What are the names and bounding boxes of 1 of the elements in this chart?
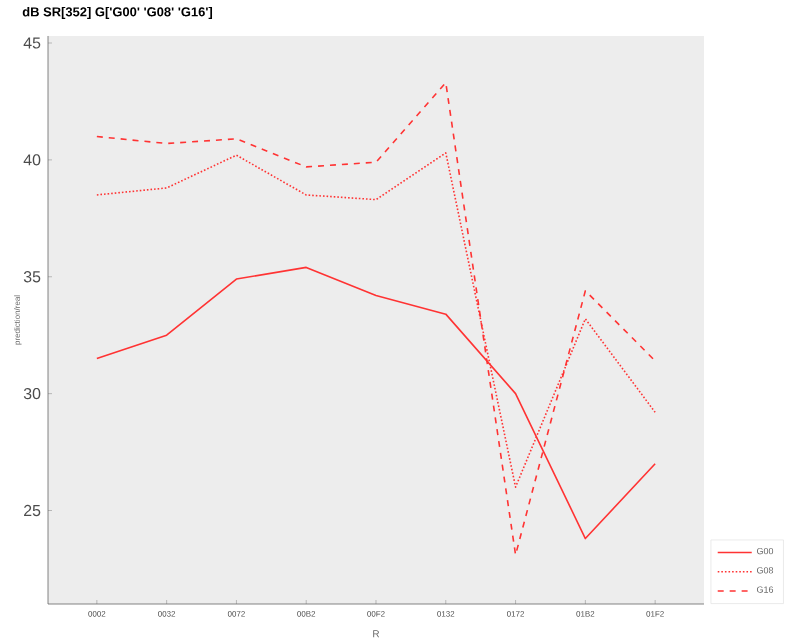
line-series [96, 81, 656, 556]
